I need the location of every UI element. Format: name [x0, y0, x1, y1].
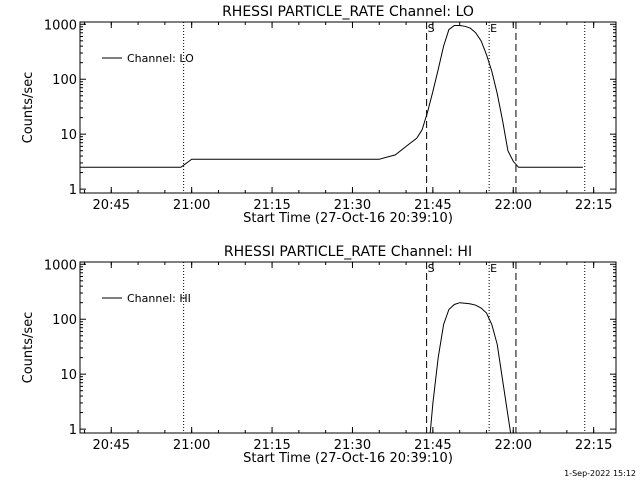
marker-s: S — [428, 22, 435, 35]
x-tick-label: 21:30 — [334, 438, 371, 453]
x-axis-label: Start Time (27-Oct-16 20:39:10) — [243, 211, 453, 226]
plot-frame — [79, 261, 617, 434]
y-tick-label: 1000 — [44, 258, 77, 273]
footer-date: 1-Sep-2022 15:12 — [564, 469, 636, 478]
x-tick-label: 20:45 — [93, 438, 130, 453]
x-tick-label: 21:00 — [173, 438, 210, 453]
x-axis-label: Start Time (27-Oct-16 20:39:10) — [243, 451, 453, 466]
marker-e: E — [490, 262, 497, 275]
x-tick-label: 22:00 — [495, 198, 532, 213]
x-tick-label: 21:30 — [334, 198, 371, 213]
x-tick-label: 22:15 — [575, 198, 612, 213]
x-tick-label: 21:00 — [173, 198, 210, 213]
x-tick-label: 21:15 — [253, 198, 290, 213]
y-axis-label: Counts/sec — [21, 72, 36, 144]
series-line — [80, 25, 583, 168]
legend-label: Channel: LO — [127, 52, 194, 65]
y-tick-label: 1 — [69, 183, 77, 198]
x-tick-label: 22:00 — [495, 438, 532, 453]
x-tick-label: 21:45 — [414, 198, 451, 213]
x-tick-label: 21:45 — [414, 438, 451, 453]
x-tick-label: 20:45 — [93, 198, 130, 213]
y-tick-label: 10 — [60, 368, 77, 383]
chart-title: RHESSI PARTICLE_RATE Channel: HI — [224, 244, 472, 260]
marker-e: E — [490, 22, 497, 35]
panel-lo: RHESSI PARTICLE_RATE Channel: LO Start Ti… — [21, 4, 617, 226]
legend-label: Channel: HI — [127, 292, 191, 305]
panel-hi: RHESSI PARTICLE_RATE Channel: HI Start Ti… — [21, 244, 617, 466]
y-tick-label: 10 — [60, 128, 77, 143]
marker-s: S — [428, 262, 435, 275]
y-tick-label: 100 — [52, 313, 77, 328]
chart-title: RHESSI PARTICLE_RATE Channel: LO — [222, 4, 474, 20]
y-tick-label: 1 — [69, 423, 77, 438]
y-axis-label: Counts/sec — [21, 312, 36, 384]
x-tick-label: 22:15 — [575, 438, 612, 453]
y-tick-label: 1000 — [44, 18, 77, 33]
y-tick-label: 100 — [52, 73, 77, 88]
x-tick-label: 21:15 — [253, 438, 290, 453]
series-line — [429, 302, 512, 434]
